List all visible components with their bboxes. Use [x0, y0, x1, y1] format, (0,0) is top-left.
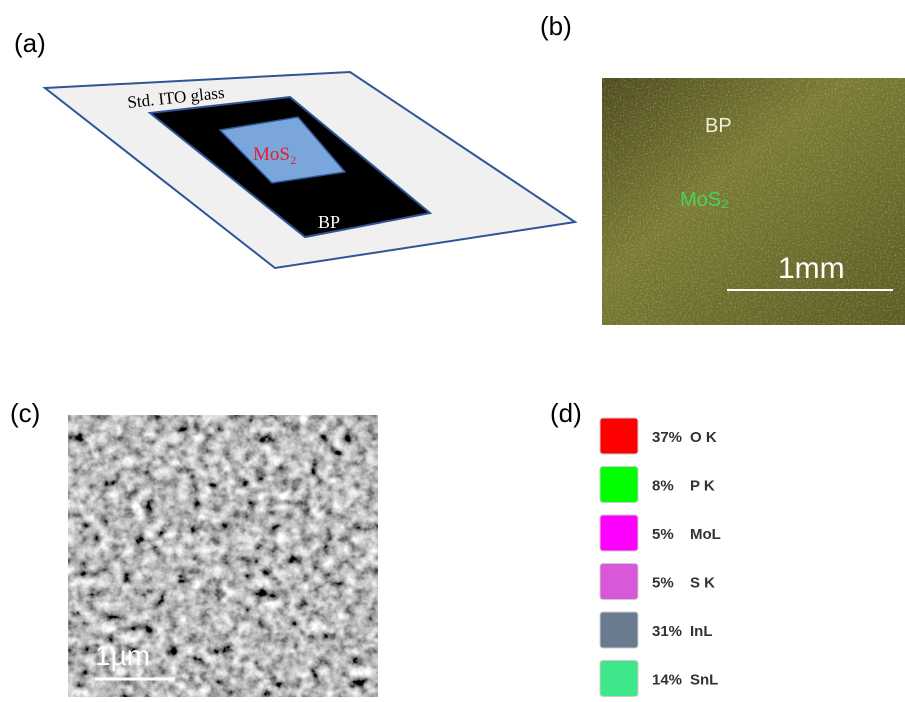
- item-percent: 5%: [652, 575, 674, 592]
- figure: (a) Std. ITO glass MoS₂ BP (b) BP MoS₂ 1…: [0, 0, 905, 702]
- swatch: [600, 467, 638, 503]
- item-percent: 5%: [652, 526, 674, 543]
- item-element: S K: [690, 575, 715, 592]
- item-percent: 37%: [652, 429, 682, 446]
- item-element: MoL: [690, 526, 721, 543]
- swatch: [600, 661, 638, 697]
- item-element: SnL: [690, 672, 718, 689]
- optical-texture: [602, 78, 905, 325]
- swatch: [600, 418, 638, 454]
- swatch: [600, 515, 638, 551]
- swatch: [600, 612, 638, 648]
- item-percent: 8%: [652, 478, 674, 495]
- panel-label: (b): [540, 11, 572, 41]
- bp-label: BP: [318, 212, 340, 232]
- item-element: O K: [690, 429, 717, 446]
- panel-label: (a): [14, 28, 46, 58]
- panel-label: (c): [10, 398, 40, 428]
- mos2-label: MoS₂: [253, 144, 297, 165]
- panel-label: (d): [550, 398, 582, 428]
- item-element: P K: [690, 478, 715, 495]
- item-percent: 31%: [652, 623, 682, 640]
- scale-label: 1µm: [95, 640, 150, 671]
- item-percent: 14%: [652, 672, 682, 689]
- bp-region-label: BP: [705, 115, 732, 137]
- item-element: InL: [690, 623, 713, 640]
- swatch: [600, 564, 638, 600]
- element-legend: 37% O K 8% P K 5% MoL 5% S K 31% InL 14% SnL: [600, 418, 721, 697]
- scale-label: 1mm: [778, 252, 845, 285]
- mos2-region-label: MoS₂: [680, 189, 729, 211]
